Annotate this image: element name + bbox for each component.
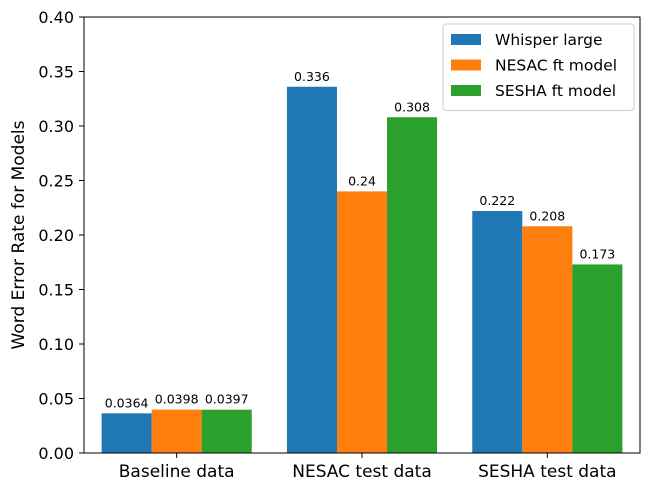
legend-swatch	[451, 34, 481, 45]
bar-value-label: 0.308	[394, 99, 430, 114]
bar-nesac-ft-model-sesha-test-data	[522, 226, 573, 453]
bar-value-label: 0.0397	[205, 392, 249, 407]
bar-sesha-ft-model-sesha-test-data	[572, 264, 623, 453]
bar-value-label: 0.336	[294, 69, 330, 84]
bar-value-label: 0.0398	[155, 392, 199, 407]
y-tick-label: 0.35	[38, 63, 74, 82]
y-tick-label: 0.15	[38, 281, 74, 300]
legend-label: Whisper large	[495, 31, 603, 49]
x-tick-label: SESHA test data	[478, 462, 616, 482]
bar-nesac-ft-model-baseline-data	[151, 409, 202, 453]
y-axis-title: Word Error Rate for Models	[9, 120, 29, 349]
y-tick-label: 0.00	[38, 444, 74, 463]
bar-sesha-ft-model-nesac-test-data	[387, 117, 438, 453]
bar-value-label: 0.208	[529, 208, 565, 223]
bar-nesac-ft-model-nesac-test-data	[336, 191, 388, 453]
y-tick-label: 0.20	[38, 226, 74, 245]
bar-whisper-large-baseline-data	[101, 413, 152, 453]
legend-swatch	[451, 59, 481, 71]
bar-labels-layer: 0.0364 0.336 0.222 0.0398 0.24 0.208 0.0397 0.3…	[105, 69, 616, 411]
y-tick-label: 0.30	[38, 117, 74, 136]
y-tick-label: 0.40	[38, 8, 74, 27]
axes-layer: 0.00 0.05 0.10 0.15 0.20 0.25 0.30 0.35 0.40 Base…	[38, 8, 641, 482]
y-tick-label: 0.25	[38, 172, 74, 191]
bar-whisper-large-nesac-test-data	[286, 86, 337, 453]
bars-layer	[101, 86, 623, 453]
legend-swatch	[451, 85, 481, 96]
bar-value-label: 0.173	[579, 246, 615, 261]
bar-sesha-ft-model-baseline-data	[201, 409, 252, 453]
legend-label: SESHA ft model	[495, 82, 616, 100]
bar-whisper-large-sesha-test-data	[472, 211, 523, 453]
bar-value-label: 0.222	[479, 193, 515, 208]
bar-value-label: 0.0364	[105, 395, 149, 410]
x-tick-label: NESAC test data	[292, 462, 432, 482]
x-tick-label: Baseline data	[119, 462, 235, 482]
legend-label: NESAC ft model	[495, 57, 617, 75]
y-tick-label: 0.05	[38, 390, 74, 409]
legend-frame	[442, 23, 635, 111]
bar-value-label: 0.24	[348, 173, 376, 188]
y-tick-label: 0.10	[38, 335, 74, 354]
legend: Whisper large NESAC ft model SESHA ft mode…	[442, 23, 635, 111]
